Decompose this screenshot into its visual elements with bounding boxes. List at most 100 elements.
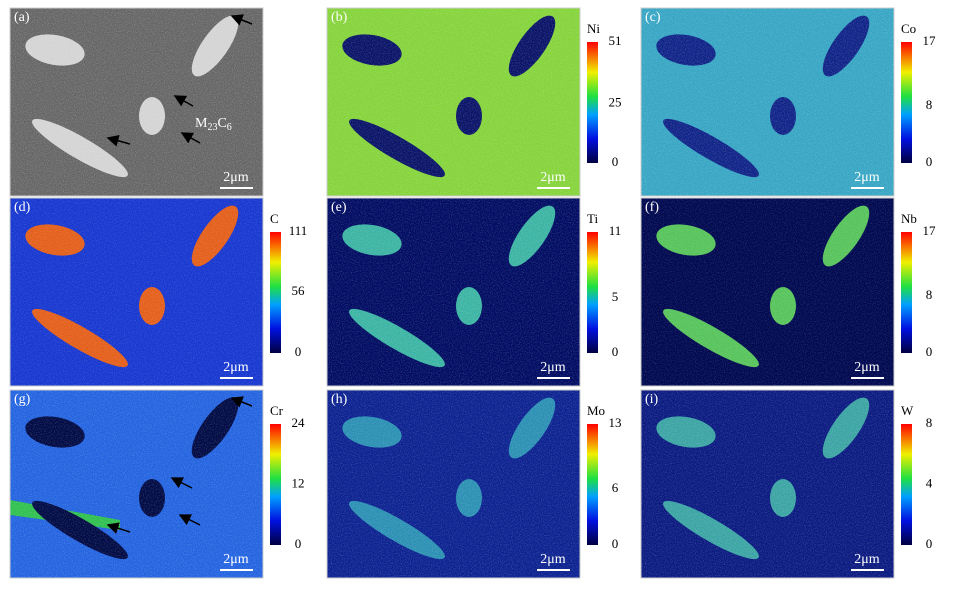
annotation-part: M [195,116,208,131]
colorbar-tick-label: 8 [926,287,933,302]
colorbar-tick-label: 4 [926,475,933,490]
colorbar-tick-label: 111 [289,223,308,238]
panel-label: (a) [14,10,30,25]
map-image [327,8,580,196]
noise [10,390,263,578]
annotation-part: 6 [227,122,232,133]
scale-bar-label: 2μm [540,552,566,567]
map-image [10,198,263,386]
colorbar-tick-label: 8 [926,415,933,430]
colorbar [587,42,598,163]
panel-label: (i) [645,392,659,407]
noise [327,198,580,386]
arrow [173,95,194,107]
panel-border [326,197,581,387]
panel: (c) 2μm Co 17 8 0 [640,7,937,197]
scale-bar-label: 2μm [854,552,880,567]
panel-label: (b) [331,10,348,25]
panel-border [640,7,895,197]
arrow [106,522,131,534]
scale-bar-label: 2μm [540,170,566,185]
panel: (f) 2μm Nb 17 8 0 [640,197,937,387]
colorbar-tick-label: 11 [609,223,622,238]
colorbar [901,42,912,163]
colorbar [270,424,281,545]
map-image [10,8,263,196]
panel-border [9,389,264,579]
map-image [641,8,894,196]
element-label: Ti [587,211,598,226]
map-image [327,390,580,578]
element-label: Mo [587,403,605,418]
colorbar [587,232,598,353]
panel-label: (d) [14,200,31,215]
colorbar-tick-label: 17 [923,223,937,238]
element-label: Cr [270,403,284,418]
map-image [641,390,894,578]
colorbar-tick-label: 0 [612,344,619,359]
scale-bar-label: 2μm [540,360,566,375]
colorbar-tick-label: 0 [926,536,933,551]
colorbar-tick-label: 24 [292,415,306,430]
panel-border [326,389,581,579]
annotation-part: 23 [207,122,217,133]
map-image [10,390,263,578]
annotation-part: C [217,116,226,131]
element-label: Ni [587,21,600,36]
panel: (e) 2μm Ti 11 5 0 [326,197,622,387]
scale-bar-label: 2μm [854,360,880,375]
scale-bar-label: 2μm [223,360,249,375]
colorbar-tick-label: 6 [612,480,619,495]
colorbar-tick-label: 0 [926,154,933,169]
panel-border [326,7,581,197]
colorbar [901,232,912,353]
colorbar-tick-label: 17 [923,33,937,48]
noise [327,8,580,196]
panel: (d) 2μm C 111 56 0 [9,197,308,387]
scale-bar-label: 2μm [854,170,880,185]
colorbar [587,424,598,545]
colorbar-tick-label: 12 [292,475,305,490]
element-label: C [270,211,279,226]
colorbar-tick-label: 0 [612,154,619,169]
colorbar [270,232,281,353]
panel-border [9,197,264,387]
arrow [230,14,253,26]
noise [641,198,894,386]
colorbar-tick-label: 51 [609,33,622,48]
colorbar-tick-label: 8 [926,97,933,112]
panel-label: (h) [331,392,348,407]
panel-label: (c) [645,10,661,25]
panel: (h) 2μm Mo 13 6 0 [326,389,622,579]
panel-border [9,7,264,197]
panel: (b) 2μm Ni 51 25 0 [326,7,622,197]
arrow [180,132,201,144]
panel: (i) 2μm W8 4 0 [640,389,933,579]
panel: (g) 2μm Cr 24 12 0 [9,389,306,579]
map-image [327,198,580,386]
element-label: Co [901,21,916,36]
arrow [230,396,253,408]
panel-label: (f) [645,200,659,215]
noise [641,390,894,578]
noise [327,390,580,578]
annotation: M23C6 [195,116,232,133]
colorbar-tick-label: 0 [295,344,302,359]
colorbar-tick-label: 5 [612,289,619,304]
scale-bar-label: 2μm [223,552,249,567]
colorbar-tick-label: 0 [612,536,619,551]
arrow [178,514,201,526]
element-label: Nb [901,211,917,226]
panel-label: (e) [331,200,347,215]
arrow [170,477,193,489]
panel-border [640,389,895,579]
panel: (a) 2μm M23C6 [9,7,264,197]
colorbar-tick-label: 0 [295,536,302,551]
colorbar-tick-label: 13 [609,415,622,430]
panel-label: (g) [14,392,31,407]
noise [641,8,894,196]
colorbar [901,424,912,545]
colorbar-tick-label: 25 [609,95,622,110]
element-label: W [901,403,914,418]
